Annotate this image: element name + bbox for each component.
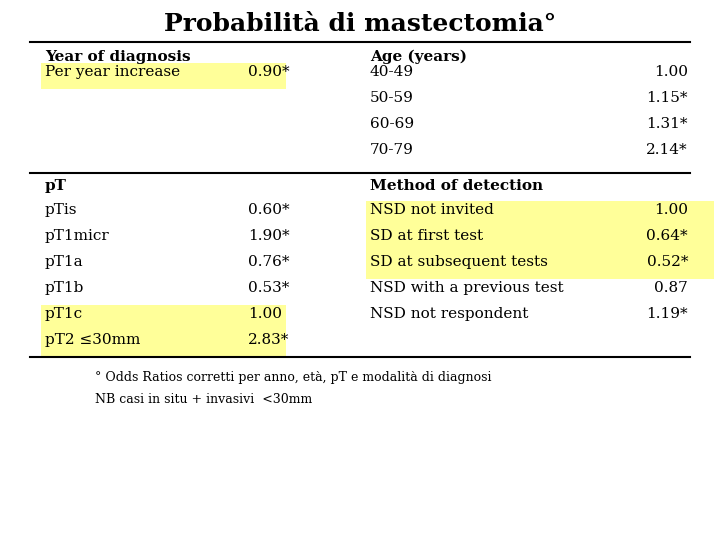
Text: pT1b: pT1b — [45, 281, 84, 295]
Text: NB casi in situ + invasivi  <30mm: NB casi in situ + invasivi <30mm — [95, 393, 312, 406]
Text: NSD not invited: NSD not invited — [370, 203, 494, 217]
Text: SD at subsequent tests: SD at subsequent tests — [370, 255, 548, 269]
Text: 1.00: 1.00 — [248, 307, 282, 321]
Text: 0.53*: 0.53* — [248, 281, 289, 295]
Text: 0.87: 0.87 — [654, 281, 688, 295]
Text: 1.15*: 1.15* — [647, 91, 688, 105]
Text: 0.64*: 0.64* — [647, 229, 688, 243]
Text: 1.31*: 1.31* — [647, 117, 688, 131]
Text: 0.90*: 0.90* — [248, 65, 289, 79]
Text: ° Odds Ratios corretti per anno, età, pT e modalità di diagnosi: ° Odds Ratios corretti per anno, età, pT… — [95, 371, 492, 384]
Text: 0.60*: 0.60* — [248, 203, 289, 217]
Text: 1.90*: 1.90* — [248, 229, 289, 243]
Text: Year of diagnosis: Year of diagnosis — [45, 50, 191, 64]
Text: Probabilità di mastectomia°: Probabilità di mastectomia° — [164, 12, 556, 36]
Text: 1.00: 1.00 — [654, 203, 688, 217]
Text: pT1micr: pT1micr — [45, 229, 109, 243]
Text: 40-49: 40-49 — [370, 65, 414, 79]
Text: 2.83*: 2.83* — [248, 333, 289, 347]
Text: 1.00: 1.00 — [654, 65, 688, 79]
Text: pT1c: pT1c — [45, 307, 83, 321]
Text: 50-59: 50-59 — [370, 91, 414, 105]
Text: SD at first test: SD at first test — [370, 229, 483, 243]
Text: pT1a: pT1a — [45, 255, 84, 269]
Text: pT2 ≤30mm: pT2 ≤30mm — [45, 333, 140, 347]
Text: pT: pT — [45, 179, 67, 193]
Text: Age (years): Age (years) — [370, 50, 467, 64]
Bar — [41, 331, 286, 357]
Text: Per year increase: Per year increase — [45, 65, 180, 79]
Bar — [366, 253, 714, 279]
Text: pTis: pTis — [45, 203, 78, 217]
Text: 0.52*: 0.52* — [647, 255, 688, 269]
Bar — [366, 201, 714, 227]
Text: 60-69: 60-69 — [370, 117, 414, 131]
Bar — [366, 227, 714, 253]
Text: 2.14*: 2.14* — [647, 143, 688, 157]
Text: NSD not respondent: NSD not respondent — [370, 307, 528, 321]
Text: 0.76*: 0.76* — [248, 255, 289, 269]
Bar — [41, 305, 286, 331]
Text: 1.19*: 1.19* — [647, 307, 688, 321]
Bar — [41, 63, 286, 89]
Text: 70-79: 70-79 — [370, 143, 414, 157]
Text: NSD with a previous test: NSD with a previous test — [370, 281, 564, 295]
Text: Method of detection: Method of detection — [370, 179, 543, 193]
